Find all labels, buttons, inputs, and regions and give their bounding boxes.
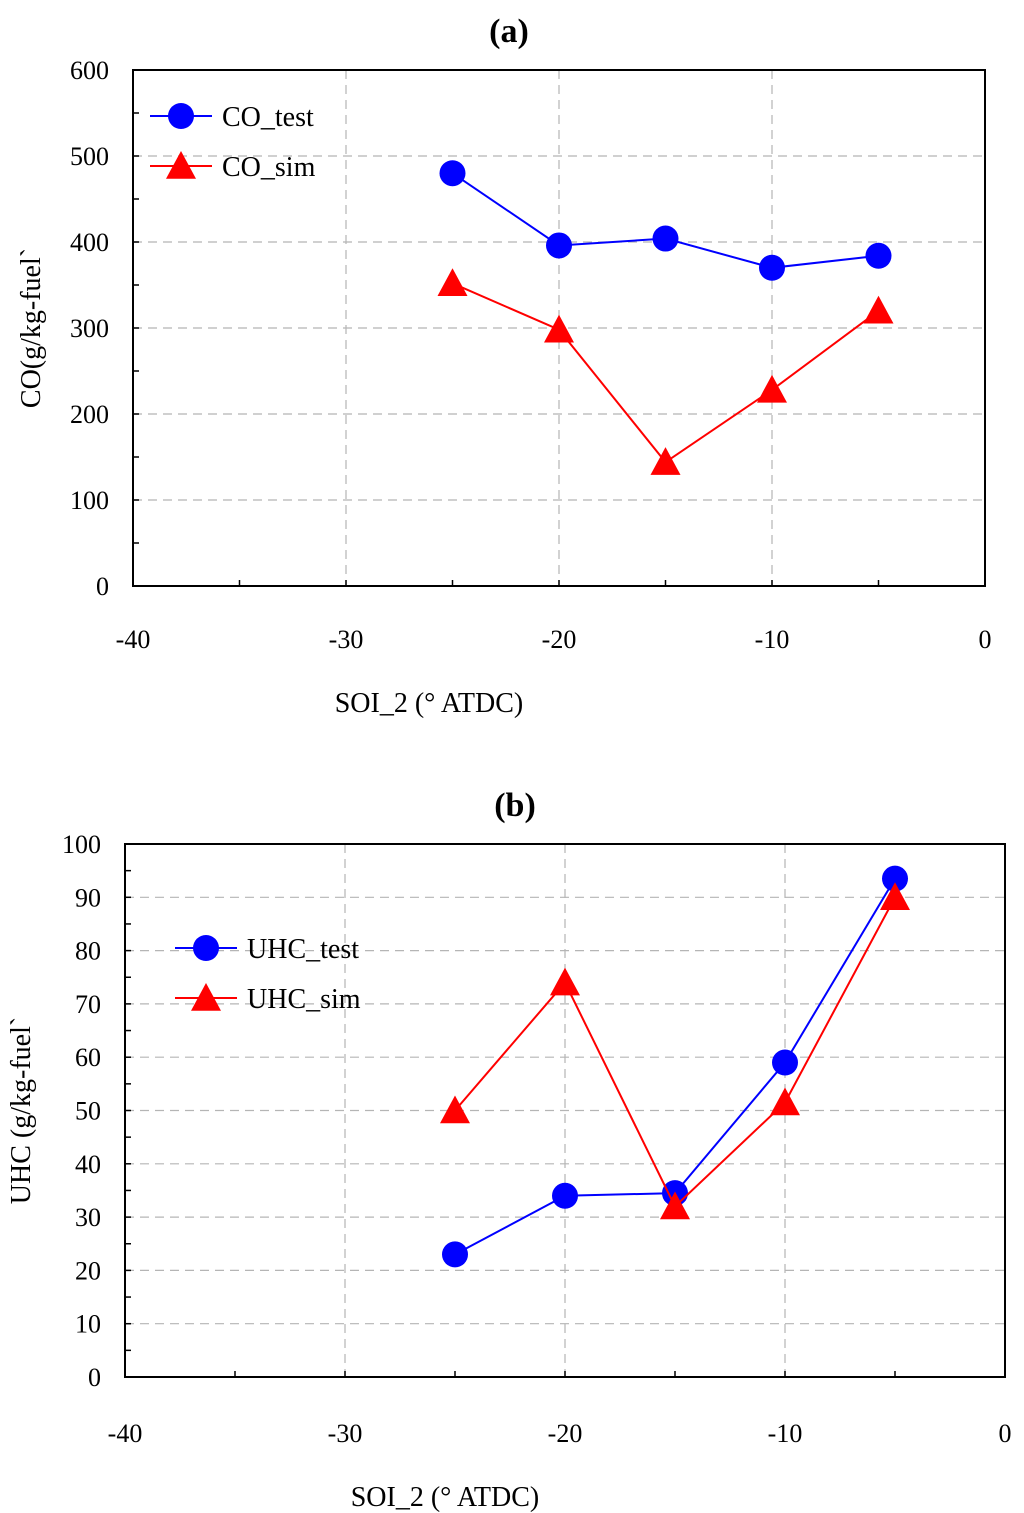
data-point-circle	[772, 1049, 798, 1076]
x-tick-label: -20	[542, 625, 577, 654]
x-axis-label: SOI_2 (° ATDC)	[335, 688, 524, 719]
data-point-triangle	[544, 314, 574, 343]
y-tick-label: 0	[96, 572, 109, 601]
x-tick-label: -30	[329, 625, 364, 654]
data-point-circle	[442, 1241, 468, 1268]
y-tick-label: 200	[70, 400, 109, 429]
chart-panel-b: (b) -40 -30 -20 -10 0 0 10 20 30 40 50 60 70 80 90 100 SO…	[6, 787, 1012, 1513]
data-point-triangle	[550, 967, 580, 996]
x-tick-label: 0	[999, 1419, 1012, 1448]
data-point-circle	[546, 232, 572, 259]
y-tick-label: 10	[75, 1310, 101, 1339]
y-tick-label: 80	[75, 937, 101, 966]
y-tick-label: 90	[75, 883, 101, 912]
y-tick-label: 500	[70, 142, 109, 171]
legend-entry: CO_sim	[150, 151, 316, 183]
y-tick-label: 40	[75, 1150, 101, 1179]
series-line	[452, 282, 880, 464]
data-point-circle	[759, 254, 785, 281]
legend-label: UHC_sim	[247, 984, 361, 1015]
data-point-triangle	[440, 1095, 470, 1124]
chart-panel-a: (a) -40 -30 -20 -10 0 0 100 200 300 400 500 600 SOI_2…	[16, 13, 992, 719]
legend-label: UHC_test	[247, 934, 359, 965]
x-tick-label: -10	[768, 1419, 803, 1448]
legend-marker	[166, 151, 196, 179]
series-line	[451, 172, 879, 269]
y-tick-label: 30	[75, 1203, 101, 1232]
legend-marker	[168, 103, 194, 129]
data-point-circle	[552, 1182, 578, 1209]
data-point-triangle	[437, 268, 468, 297]
y-axis-label: UHC (g/kg-fuel`	[6, 1017, 37, 1204]
data-point-circle	[865, 242, 892, 269]
y-tick-label: 100	[70, 486, 109, 515]
series-line	[454, 896, 896, 1209]
data-point-circle	[439, 160, 466, 187]
y-tick-label: 400	[70, 228, 109, 257]
x-tick-label: -10	[755, 625, 790, 654]
data-point-circle	[652, 225, 679, 252]
x-tick-label: -20	[548, 1419, 583, 1448]
panel-title: (b)	[494, 787, 536, 824]
y-tick-label: 600	[70, 56, 109, 85]
data-point-triangle	[660, 1191, 690, 1220]
legend-entry: CO_test	[150, 102, 314, 133]
y-tick-label: 0	[88, 1363, 101, 1392]
panel-title: (a)	[489, 13, 529, 50]
legend-entry: UHC_sim	[175, 983, 361, 1015]
data-point-triangle	[757, 374, 787, 403]
data-point-triangle	[770, 1087, 800, 1116]
y-tick-label: 300	[70, 314, 109, 343]
legend-label: CO_sim	[222, 152, 316, 183]
y-tick-label: 100	[62, 830, 101, 859]
x-tick-label: -30	[328, 1419, 363, 1448]
data-point-circle	[882, 865, 908, 892]
x-axis-label: SOI_2 (° ATDC)	[351, 1482, 540, 1513]
series-co-test	[439, 160, 892, 281]
data-point-triangle	[863, 295, 894, 324]
x-tick-label: 0	[979, 625, 992, 654]
y-tick-label: 20	[75, 1256, 101, 1285]
data-point-triangle	[880, 882, 910, 911]
legend-marker	[193, 935, 219, 961]
series-uhc-sim	[440, 882, 910, 1220]
y-tick-label: 50	[75, 1097, 101, 1126]
legend-entry: UHC_test	[175, 934, 359, 965]
data-point-triangle	[650, 447, 681, 475]
y-tick-label: 70	[75, 990, 101, 1019]
series-co-sim	[437, 268, 894, 475]
legend-marker	[191, 983, 221, 1011]
x-tick-label: -40	[108, 1419, 143, 1448]
x-tick-label: -40	[116, 625, 151, 654]
y-tick-label: 60	[75, 1043, 101, 1072]
legend-label: CO_test	[222, 102, 314, 133]
y-axis-label: CO(g/kg-fuel`	[16, 248, 47, 408]
